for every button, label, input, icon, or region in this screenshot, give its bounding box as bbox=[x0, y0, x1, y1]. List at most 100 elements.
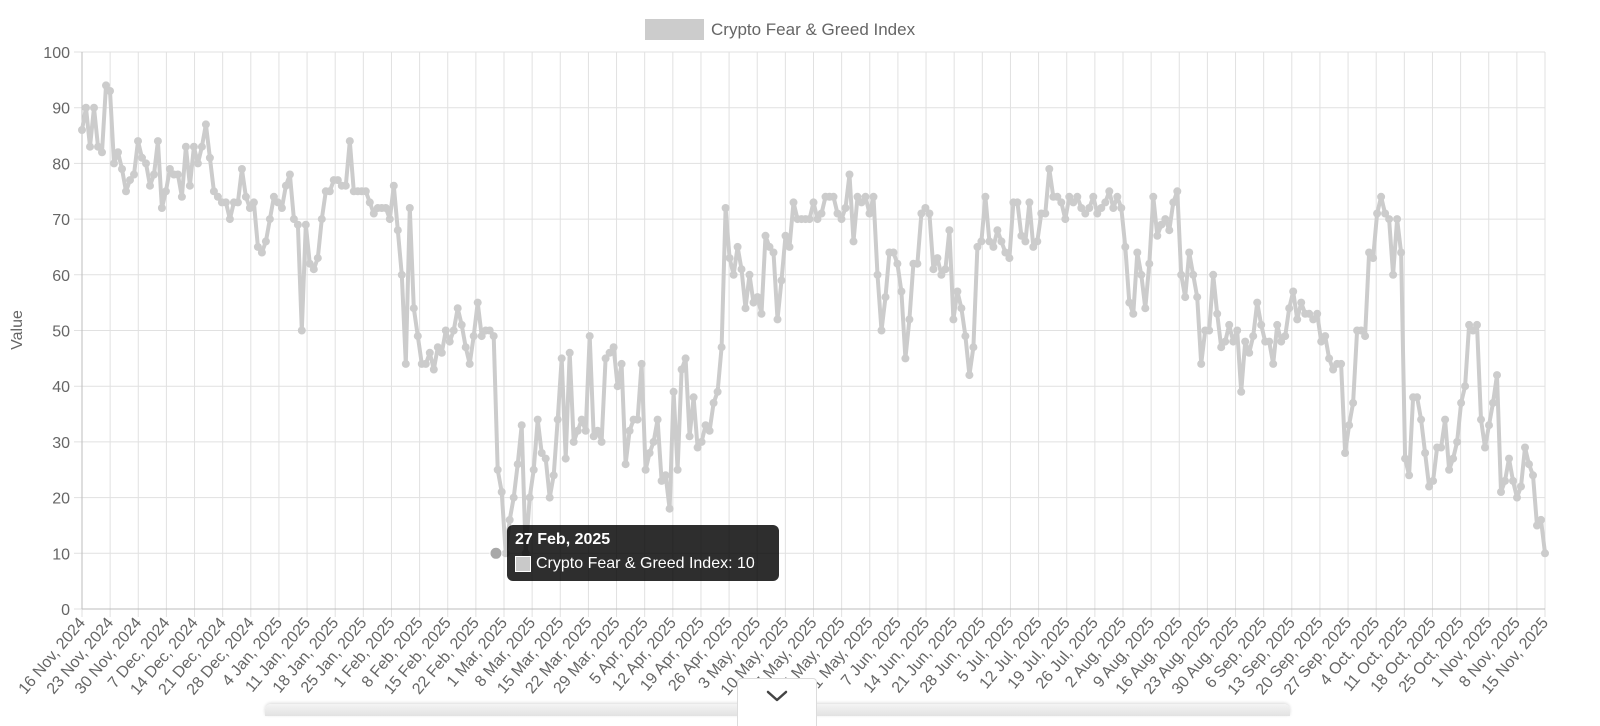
data-point[interactable] bbox=[757, 309, 766, 318]
data-point[interactable] bbox=[269, 192, 278, 201]
data-point[interactable] bbox=[1305, 309, 1314, 318]
data-point[interactable] bbox=[477, 332, 486, 341]
data-point[interactable] bbox=[385, 215, 394, 224]
data-point[interactable] bbox=[849, 237, 858, 246]
data-point[interactable] bbox=[937, 270, 946, 279]
hovered-data-point[interactable] bbox=[489, 546, 503, 560]
data-point[interactable] bbox=[645, 449, 654, 457]
data-point[interactable] bbox=[193, 159, 202, 168]
data-point[interactable] bbox=[985, 237, 994, 246]
data-point[interactable] bbox=[1077, 204, 1086, 212]
data-point[interactable] bbox=[1505, 454, 1513, 463]
data-point[interactable] bbox=[1421, 449, 1430, 457]
data-point[interactable] bbox=[1029, 242, 1038, 251]
data-point[interactable] bbox=[1013, 198, 1022, 207]
data-point[interactable] bbox=[537, 449, 546, 457]
data-point[interactable] bbox=[641, 465, 650, 474]
data-point[interactable] bbox=[1473, 320, 1481, 329]
data-point[interactable] bbox=[165, 165, 174, 173]
data-point[interactable] bbox=[637, 359, 646, 368]
data-point[interactable] bbox=[593, 426, 602, 435]
data-point[interactable] bbox=[405, 204, 414, 212]
data-point[interactable] bbox=[753, 293, 762, 302]
data-point[interactable] bbox=[1461, 382, 1470, 391]
data-point[interactable] bbox=[293, 220, 302, 229]
data-point[interactable] bbox=[1393, 215, 1402, 224]
data-point[interactable] bbox=[1197, 359, 1206, 368]
data-point[interactable] bbox=[1209, 270, 1218, 279]
data-point[interactable] bbox=[809, 198, 818, 207]
data-point[interactable] bbox=[393, 226, 402, 235]
data-point[interactable] bbox=[1113, 192, 1122, 201]
data-point[interactable] bbox=[1341, 449, 1350, 457]
data-point[interactable] bbox=[1157, 220, 1166, 229]
data-point[interactable] bbox=[1533, 521, 1541, 530]
data-point[interactable] bbox=[1269, 359, 1278, 368]
data-point[interactable] bbox=[1317, 337, 1326, 346]
data-point[interactable] bbox=[1521, 443, 1529, 452]
data-point[interactable] bbox=[1061, 215, 1070, 224]
data-point[interactable] bbox=[865, 209, 874, 218]
data-point[interactable] bbox=[565, 348, 574, 357]
data-point[interactable] bbox=[305, 259, 314, 268]
data-point[interactable] bbox=[1405, 471, 1414, 480]
data-point[interactable] bbox=[1509, 476, 1517, 485]
data-point[interactable] bbox=[134, 137, 142, 146]
data-point[interactable] bbox=[1149, 192, 1158, 201]
data-point[interactable] bbox=[969, 343, 978, 352]
data-point[interactable] bbox=[1289, 287, 1298, 296]
data-point[interactable] bbox=[1273, 320, 1282, 329]
data-point[interactable] bbox=[233, 198, 242, 207]
data-point[interactable] bbox=[209, 187, 218, 196]
data-point[interactable] bbox=[745, 270, 754, 279]
data-point[interactable] bbox=[613, 382, 622, 391]
data-point[interactable] bbox=[1245, 348, 1254, 357]
data-point[interactable] bbox=[917, 209, 926, 218]
data-point[interactable] bbox=[1293, 315, 1302, 324]
data-point[interactable] bbox=[245, 204, 254, 212]
data-point[interactable] bbox=[905, 315, 914, 324]
data-point[interactable] bbox=[1337, 359, 1346, 368]
data-point[interactable] bbox=[781, 231, 790, 240]
data-point[interactable] bbox=[1217, 343, 1226, 352]
data-point[interactable] bbox=[513, 460, 522, 469]
data-point[interactable] bbox=[981, 192, 990, 201]
data-point[interactable] bbox=[581, 426, 590, 435]
data-point[interactable] bbox=[549, 471, 558, 480]
data-point[interactable] bbox=[1437, 443, 1446, 452]
data-point[interactable] bbox=[1257, 320, 1266, 329]
data-point[interactable] bbox=[277, 204, 286, 212]
data-point[interactable] bbox=[425, 348, 434, 357]
data-point[interactable] bbox=[697, 437, 706, 446]
data-point[interactable] bbox=[977, 237, 986, 246]
data-point[interactable] bbox=[1069, 198, 1078, 207]
data-point[interactable] bbox=[709, 398, 718, 407]
data-point[interactable] bbox=[1205, 326, 1214, 335]
data-point[interactable] bbox=[365, 198, 374, 207]
data-point[interactable] bbox=[877, 326, 886, 335]
data-point[interactable] bbox=[249, 198, 258, 207]
data-point[interactable] bbox=[533, 415, 542, 424]
data-point[interactable] bbox=[1365, 248, 1374, 257]
data-point[interactable] bbox=[957, 304, 966, 313]
data-point[interactable] bbox=[1117, 204, 1126, 212]
data-point[interactable] bbox=[837, 215, 846, 224]
data-point[interactable] bbox=[1089, 192, 1098, 201]
data-point[interactable] bbox=[241, 192, 250, 201]
data-point[interactable] bbox=[777, 276, 786, 285]
data-point[interactable] bbox=[325, 187, 334, 196]
data-point[interactable] bbox=[933, 254, 942, 263]
data-point[interactable] bbox=[253, 242, 262, 251]
data-point[interactable] bbox=[1213, 309, 1222, 318]
data-point[interactable] bbox=[413, 332, 422, 341]
data-point[interactable] bbox=[913, 259, 922, 268]
data-point[interactable] bbox=[525, 493, 534, 502]
data-point[interactable] bbox=[1281, 332, 1290, 341]
data-point[interactable] bbox=[1369, 254, 1378, 263]
data-point[interactable] bbox=[841, 204, 850, 212]
data-point[interactable] bbox=[1501, 476, 1509, 485]
legend-swatch[interactable] bbox=[645, 19, 704, 40]
data-point[interactable] bbox=[397, 270, 406, 279]
data-point[interactable] bbox=[633, 415, 642, 424]
data-point[interactable] bbox=[1173, 187, 1182, 196]
